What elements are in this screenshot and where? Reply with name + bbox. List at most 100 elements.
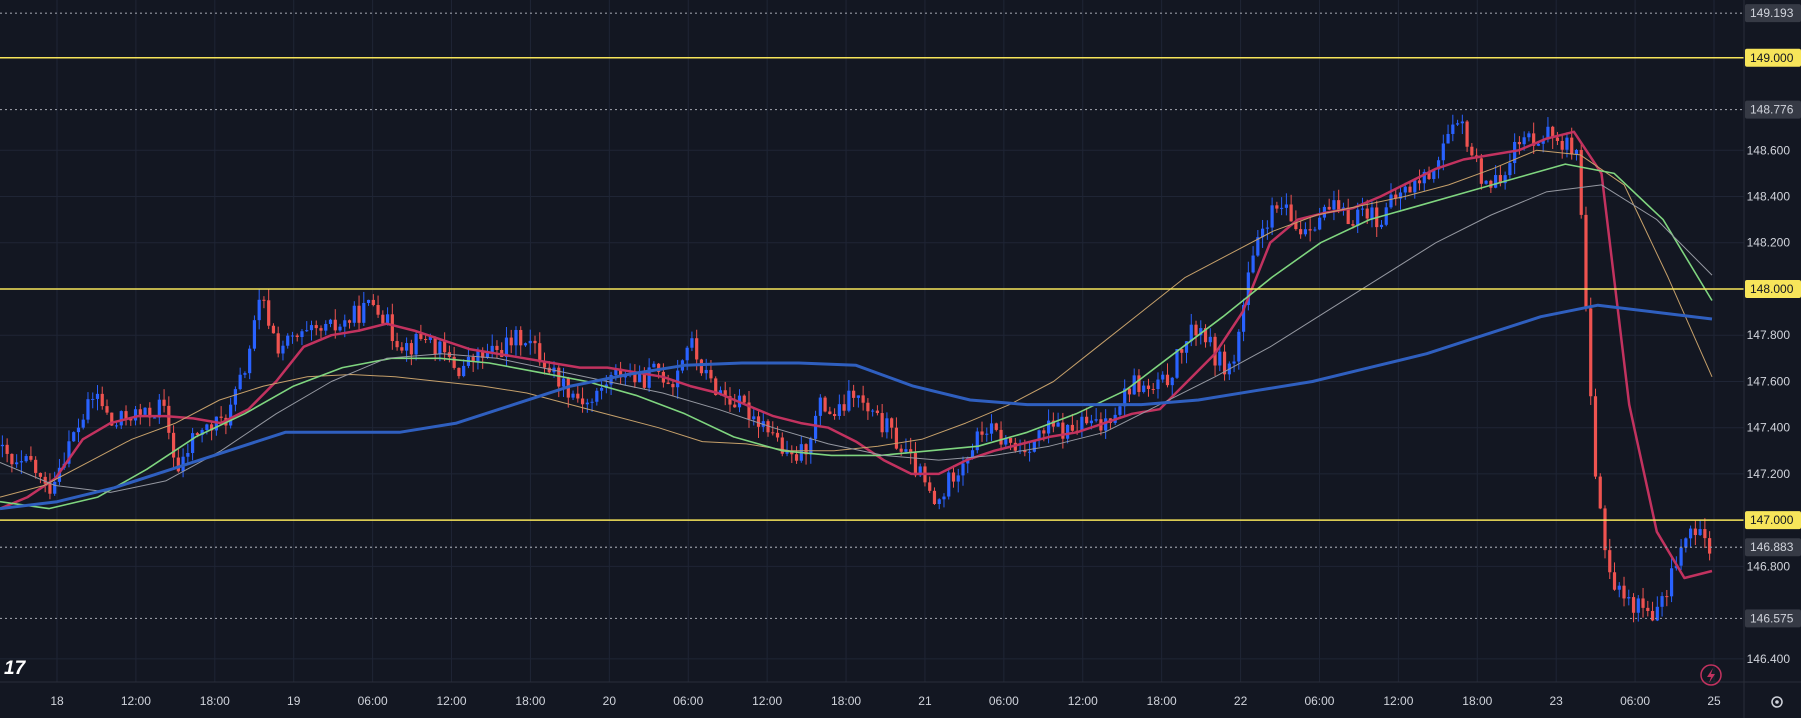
candle-body [1574,149,1579,155]
candle-body [928,482,932,491]
candle-body [357,305,361,323]
candles [0,114,1712,623]
candle-body [1579,149,1583,215]
candle-body [276,333,280,354]
candle-body [1413,180,1417,193]
candle-body [538,343,542,363]
candle-body [138,409,142,415]
price-axis[interactable]: 148.600 148.400 148.200 147.800 147.600 147.4… [1743,0,1801,718]
candle-body [191,433,195,453]
candle-body [271,325,276,334]
time-axis[interactable]: 18 12:00 18:00 19 06:00 12:00 18:00 20 06:00 12:0… [0,681,1801,708]
candle-body [580,398,585,405]
candle-body [733,404,737,408]
candle-body [95,393,100,399]
candle-body [932,490,937,505]
candle-body [0,444,4,447]
candle-body [1379,224,1384,228]
candle-body [775,432,780,438]
candle-body [666,382,670,385]
candle-body [238,374,242,390]
candle-body [1422,171,1426,184]
y-tick-label: 147.600 [1747,374,1791,388]
candle-body [1384,207,1388,225]
candle-body [1503,175,1507,184]
gear-icon[interactable] [1771,696,1783,708]
candle-body [1365,208,1369,219]
candle-body [343,320,347,327]
candle-body [742,395,746,403]
candle-body [1636,598,1640,613]
candle-body [1089,420,1093,424]
candle-body [148,407,152,418]
candle-body [571,393,575,398]
candle-body [352,305,356,323]
candle-body [785,452,789,454]
candle-body [547,367,551,373]
candle-body [219,416,223,418]
candle-body [1541,139,1545,144]
candle-body [699,359,704,374]
candle-body [1061,422,1065,439]
candle-body [1037,430,1041,441]
candle-body [385,314,390,324]
candle-body [671,384,675,388]
candle-body [1517,141,1521,145]
candle-body [890,418,894,428]
candle-body [1104,418,1108,431]
level-price-tag [1745,48,1801,67]
candle-body [557,367,561,387]
candle-body [57,467,62,482]
candle-body [200,429,204,436]
candle-body [614,368,618,375]
candle-body [457,367,461,377]
candle-body [833,414,837,417]
candle-body [1256,237,1260,256]
candle-body [504,337,509,358]
candle-body [1551,126,1555,138]
candle-body [162,399,166,406]
candle-body [695,338,699,360]
candle-body [1351,224,1355,226]
candle-body [1455,123,1460,125]
candle-body [295,335,299,338]
candle-body [24,456,28,462]
candle-body [91,398,95,400]
candle-body [752,416,756,420]
lightning-circle-icon[interactable] [1700,664,1722,686]
candle-body [319,328,323,331]
candle-body [828,411,832,415]
candle-body [951,472,956,482]
candle-body [1417,180,1422,184]
candle-body [86,399,90,420]
brand-logo[interactable]: 17 [4,658,27,679]
y-tick-label: 146.800 [1747,559,1791,573]
candle-body [129,418,133,421]
candle-body [1137,375,1141,392]
candle-body [1337,200,1341,211]
candle-body [1465,121,1469,147]
moving-average-line [0,130,1713,580]
candle-body [1532,133,1536,146]
candle-body [338,326,342,331]
candle-body [533,340,537,344]
candle-body [424,338,428,340]
candle-body [1370,207,1374,219]
candle-body [1080,416,1084,431]
candle-body [880,413,884,433]
candle-body [585,402,589,405]
candle-body [1118,406,1122,415]
candle-body [709,369,713,379]
candle-body [405,343,409,351]
candle-body [481,350,485,358]
candle-body [195,433,199,436]
candle-body [756,416,761,427]
candle-body [1403,186,1407,193]
candle-body [904,449,908,452]
candle-body [1612,572,1617,590]
candle-body [157,399,161,418]
candle-body [1446,133,1450,144]
candle-body [542,362,547,368]
candle-body [790,452,794,455]
